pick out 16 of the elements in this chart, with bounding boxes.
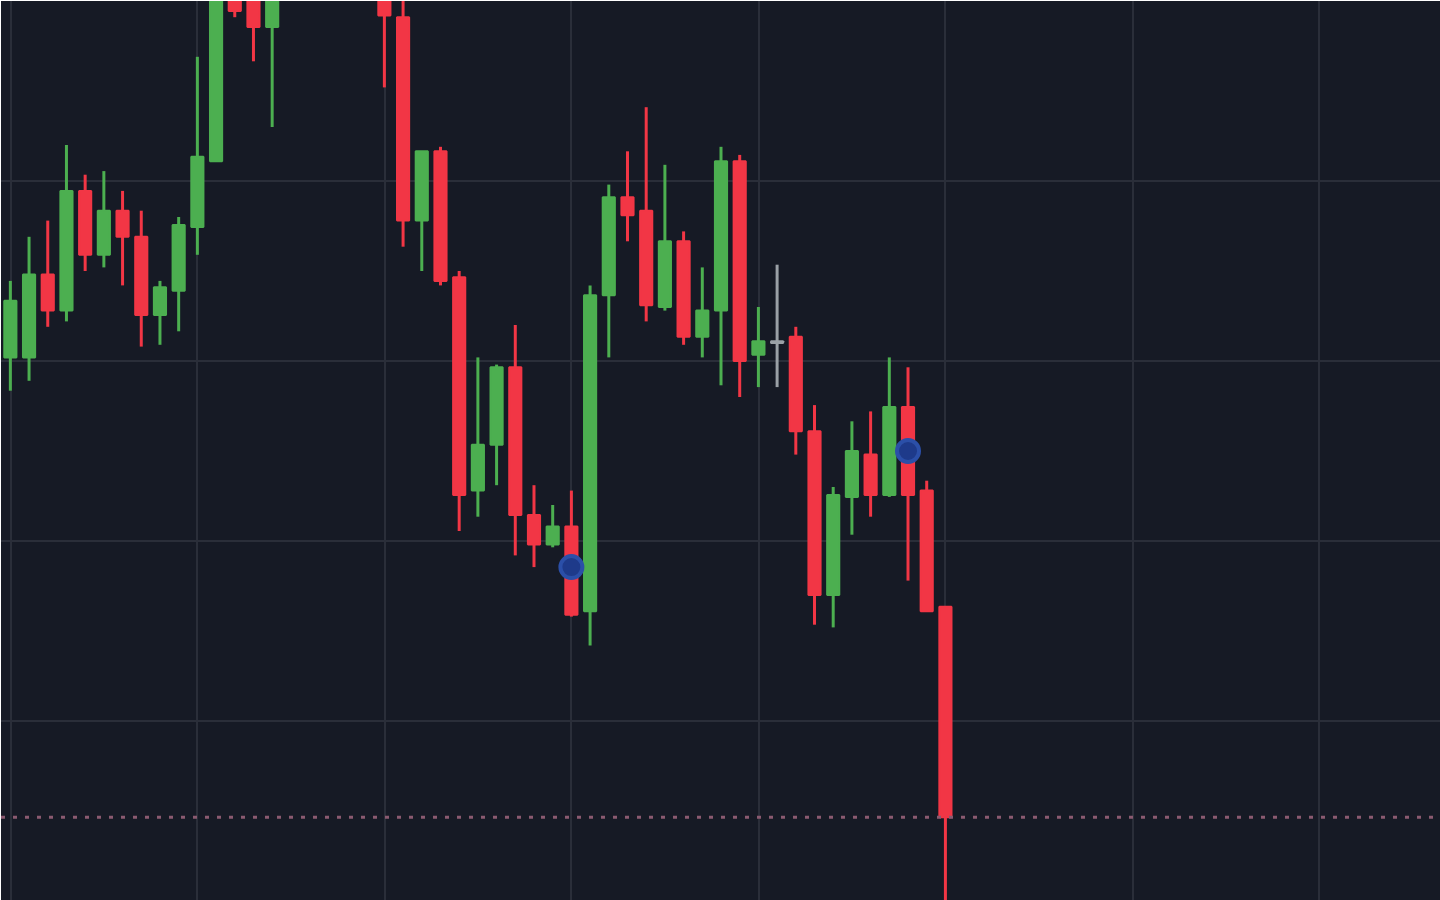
candlestick: [863, 409, 878, 519]
candlestick: [545, 503, 560, 549]
candlestick: [751, 305, 766, 389]
candlestick: [770, 263, 785, 389]
candlestick: [265, 1, 280, 129]
candlestick: [152, 279, 168, 347]
candlestick: [115, 189, 130, 287]
candlestick: [844, 419, 859, 537]
candlestick: [620, 149, 635, 243]
candlestick: [96, 169, 111, 269]
candlestick: [40, 219, 55, 329]
candlestick: [377, 1, 392, 89]
candlestick: [470, 355, 485, 519]
candlestick: [246, 1, 261, 63]
candlestick: [526, 483, 542, 569]
candlestick: [695, 265, 710, 359]
